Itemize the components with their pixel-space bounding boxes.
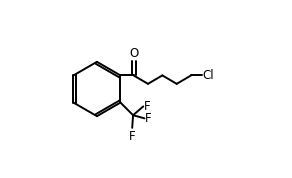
Text: Cl: Cl <box>203 69 214 82</box>
Text: O: O <box>129 47 138 60</box>
Text: F: F <box>144 100 151 113</box>
Text: F: F <box>145 112 152 125</box>
Text: F: F <box>129 130 135 143</box>
